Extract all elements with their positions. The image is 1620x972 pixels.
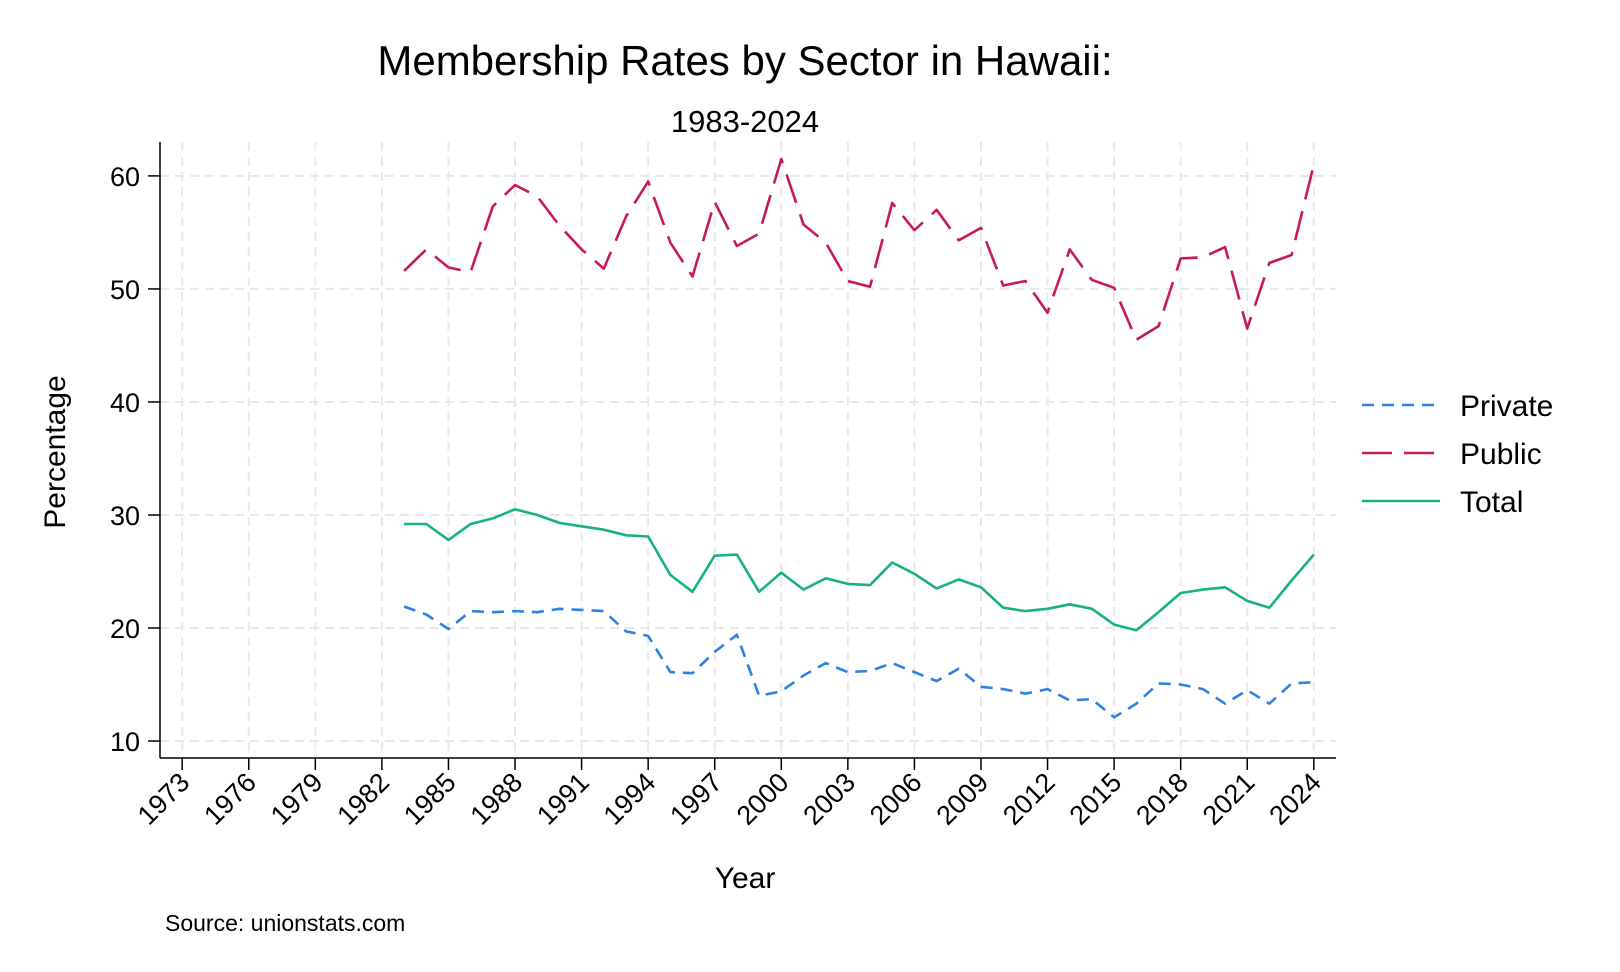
y-tick-label: 10: [110, 727, 140, 757]
x-tick-label: 2018: [1130, 767, 1194, 831]
source-note: Source: unionstats.com: [165, 910, 405, 936]
x-tick-label: 2015: [1064, 767, 1128, 831]
series-line-private: [403, 605, 1314, 719]
x-tick-label: 1979: [265, 767, 329, 831]
chart-subtitle: 1983-2024: [671, 104, 819, 139]
legend-label-public: Public: [1460, 438, 1542, 471]
x-tick-label: 1973: [132, 767, 196, 831]
x-tick-label: 2003: [797, 767, 861, 831]
x-tick-label: 1988: [465, 767, 529, 831]
x-tick-label: 2021: [1197, 767, 1261, 831]
chart-title: Membership Rates by Sector in Hawaii:: [377, 37, 1112, 84]
y-tick-label: 60: [110, 162, 140, 192]
x-tick-label: 2000: [731, 767, 795, 831]
y-tick-label: 20: [110, 614, 140, 644]
x-tick-label: 1994: [598, 767, 662, 831]
legend: Private Public Total: [1362, 390, 1553, 519]
y-tick-label: 30: [110, 501, 140, 531]
x-tick-label: 1982: [331, 767, 395, 831]
series-line-public: [403, 157, 1316, 342]
series-line-total: [404, 507, 1315, 632]
x-axis-title: Year: [715, 862, 776, 895]
x-tick-label: 1991: [531, 767, 595, 831]
x-tick-label: 2024: [1263, 767, 1327, 831]
y-tick-label: 50: [110, 275, 140, 305]
x-tick-label: 2006: [864, 767, 928, 831]
legend-label-total: Total: [1460, 486, 1523, 519]
plot-area: 10 20 30 40 50 60 1973 1976 1979 1982 1985 1988 1991…: [110, 142, 1336, 831]
x-tick-label: 2012: [997, 767, 1061, 831]
x-tick-label: 1985: [398, 767, 462, 831]
y-tick-label: 40: [110, 388, 140, 418]
y-axis-title: Percentage: [39, 375, 72, 528]
x-tick-label: 2009: [931, 767, 995, 831]
x-tick-label: 1976: [198, 767, 262, 831]
legend-label-private: Private: [1460, 390, 1553, 423]
x-tick-label: 1997: [664, 767, 728, 831]
